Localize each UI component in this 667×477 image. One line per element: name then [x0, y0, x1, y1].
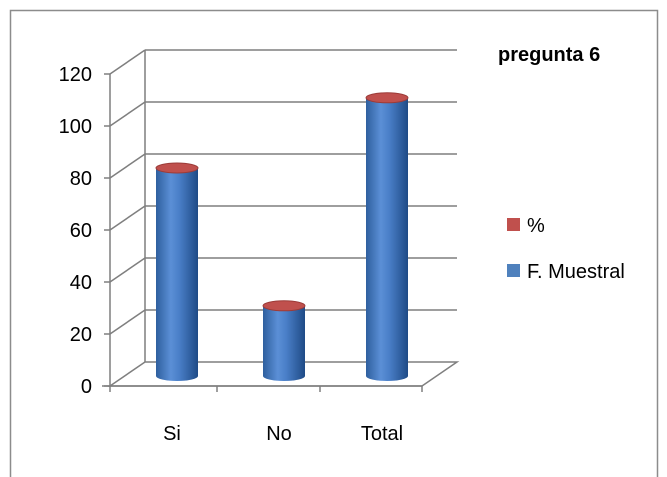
gridline-side-80 — [109, 153, 146, 179]
bar-no — [262, 300, 306, 381]
bar-body — [156, 168, 198, 381]
gridline-side-40 — [109, 257, 146, 283]
y-tick-label-100: 100 — [59, 116, 92, 138]
y-tick-label-60: 60 — [70, 220, 92, 242]
legend: % F. Muestral — [507, 215, 625, 283]
chart-border — [9, 9, 659, 477]
bar-body — [263, 305, 305, 381]
y-tick-label-20: 20 — [70, 324, 92, 346]
y-tick-label-120: 120 — [59, 64, 92, 86]
gridline-side-20 — [109, 309, 146, 335]
bar-top — [262, 300, 306, 312]
legend-swatch-muestral — [507, 264, 520, 277]
category-label-no: No — [266, 423, 292, 445]
gridline-side-60 — [109, 205, 146, 231]
bar-body — [366, 97, 408, 382]
legend-label-muestral: F. Muestral — [527, 261, 625, 283]
chart-title: pregunta 6 — [498, 44, 600, 66]
category-label-total: Total — [361, 423, 403, 445]
gridline-side-100 — [109, 101, 146, 127]
bar-total — [365, 92, 409, 382]
y-tick-label-80: 80 — [70, 168, 92, 190]
bar-si — [155, 162, 199, 381]
bar-top — [365, 92, 409, 104]
y-tick-label-0: 0 — [81, 376, 92, 398]
legend-label-pct: % — [527, 215, 545, 237]
legend-swatch-pct — [507, 218, 520, 231]
gridline-side-120 — [109, 49, 146, 75]
category-label-si: Si — [163, 423, 181, 445]
y-tick-label-40: 40 — [70, 272, 92, 294]
bar-top — [155, 162, 199, 174]
